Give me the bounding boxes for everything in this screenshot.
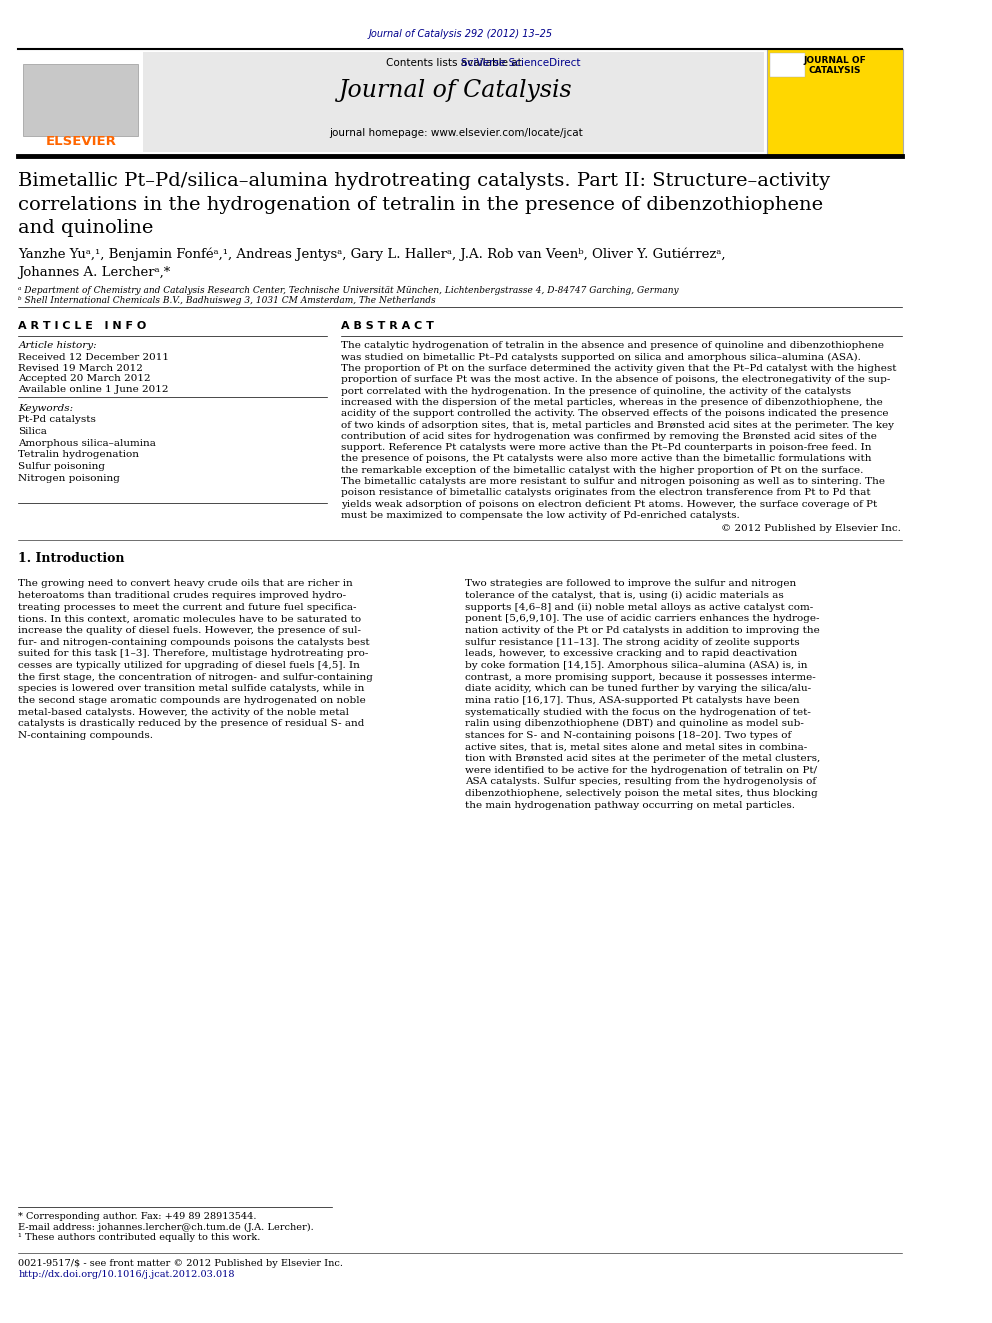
Text: proportion of surface Pt was the most active. In the absence of poisons, the ele: proportion of surface Pt was the most ac…: [340, 376, 890, 384]
Text: suited for this task [1–3]. Therefore, multistage hydrotreating pro-: suited for this task [1–3]. Therefore, m…: [19, 650, 369, 659]
Text: nation activity of the Pt or Pd catalysts in addition to improving the: nation activity of the Pt or Pd catalyst…: [465, 626, 819, 635]
Text: mina ratio [16,17]. Thus, ASA-supported Pt catalysts have been: mina ratio [16,17]. Thus, ASA-supported …: [465, 696, 800, 705]
Text: supports [4,6–8] and (ii) noble metal alloys as active catalyst com-: supports [4,6–8] and (ii) noble metal al…: [465, 603, 813, 611]
Text: the remarkable exception of the bimetallic catalyst with the higher proportion o: the remarkable exception of the bimetall…: [340, 466, 863, 475]
Text: diate acidity, which can be tuned further by varying the silica/alu-: diate acidity, which can be tuned furthe…: [465, 684, 811, 693]
Text: The catalytic hydrogenation of tetralin in the absence and presence of quinoline: The catalytic hydrogenation of tetralin …: [340, 341, 884, 351]
Text: ASA catalysts. Sulfur species, resulting from the hydrogenolysis of: ASA catalysts. Sulfur species, resulting…: [465, 778, 816, 786]
Text: must be maximized to compensate the low activity of Pd-enriched catalysts.: must be maximized to compensate the low …: [340, 511, 739, 520]
Text: the main hydrogenation pathway occurring on metal particles.: the main hydrogenation pathway occurring…: [465, 800, 795, 810]
Text: Revised 19 March 2012: Revised 19 March 2012: [19, 364, 143, 373]
Text: * Corresponding author. Fax: +49 89 28913544.: * Corresponding author. Fax: +49 89 2891…: [19, 1212, 257, 1221]
Text: the second stage aromatic compounds are hydrogenated on noble: the second stage aromatic compounds are …: [19, 696, 366, 705]
Text: by coke formation [14,15]. Amorphous silica–alumina (ASA) is, in: by coke formation [14,15]. Amorphous sil…: [465, 662, 807, 669]
Text: were identified to be active for the hydrogenation of tetralin on Pt/: were identified to be active for the hyd…: [465, 766, 817, 775]
Text: Received 12 December 2011: Received 12 December 2011: [19, 353, 170, 363]
Text: acidity of the support controlled the activity. The observed effects of the pois: acidity of the support controlled the ac…: [340, 409, 888, 418]
Text: Accepted 20 March 2012: Accepted 20 March 2012: [19, 374, 151, 384]
Text: tion with Brønsted acid sites at the perimeter of the metal clusters,: tion with Brønsted acid sites at the per…: [465, 754, 820, 763]
Text: The growing need to convert heavy crude oils that are richer in: The growing need to convert heavy crude …: [19, 579, 353, 589]
Text: cesses are typically utilized for upgrading of diesel fuels [4,5]. In: cesses are typically utilized for upgrad…: [19, 662, 360, 669]
Text: Nitrogen poisoning: Nitrogen poisoning: [19, 474, 120, 483]
Text: increase the quality of diesel fuels. However, the presence of sul-: increase the quality of diesel fuels. Ho…: [19, 626, 361, 635]
Text: Bimetallic Pt–Pd/silica–alumina hydrotreating catalysts. Part II: Structure–acti: Bimetallic Pt–Pd/silica–alumina hydrotre…: [19, 172, 830, 237]
Text: Silica: Silica: [19, 427, 48, 437]
Text: Two strategies are followed to improve the sulfur and nitrogen: Two strategies are followed to improve t…: [465, 579, 797, 589]
Text: journal homepage: www.elsevier.com/locate/jcat: journal homepage: www.elsevier.com/locat…: [329, 128, 582, 139]
Text: http://dx.doi.org/10.1016/j.jcat.2012.03.018: http://dx.doi.org/10.1016/j.jcat.2012.03…: [19, 1270, 235, 1279]
Text: Available online 1 June 2012: Available online 1 June 2012: [19, 385, 169, 394]
Text: leads, however, to excessive cracking and to rapid deactivation: leads, however, to excessive cracking an…: [465, 650, 798, 659]
Text: support. Reference Pt catalysts were more active than the Pt–Pd counterparts in : support. Reference Pt catalysts were mor…: [340, 443, 871, 452]
Text: tions. In this context, aromatic molecules have to be saturated to: tions. In this context, aromatic molecul…: [19, 614, 361, 623]
Text: sulfur resistance [11–13]. The strong acidity of zeolite supports: sulfur resistance [11–13]. The strong ac…: [465, 638, 800, 647]
Text: port correlated with the hydrogenation. In the presence of quinoline, the activi: port correlated with the hydrogenation. …: [340, 386, 851, 396]
Text: stances for S- and N-containing poisons [18–20]. Two types of: stances for S- and N-containing poisons …: [465, 730, 792, 740]
Text: Journal of Catalysis: Journal of Catalysis: [339, 79, 572, 102]
Text: The proportion of Pt on the surface determined the activity given that the Pt–Pd: The proportion of Pt on the surface dete…: [340, 364, 896, 373]
FancyBboxPatch shape: [143, 52, 764, 152]
Text: Keywords:: Keywords:: [19, 404, 73, 413]
Text: E-mail address: johannes.lercher@ch.tum.de (J.A. Lercher).: E-mail address: johannes.lercher@ch.tum.…: [19, 1222, 314, 1232]
FancyBboxPatch shape: [23, 64, 138, 136]
Text: treating processes to meet the current and future fuel specifica-: treating processes to meet the current a…: [19, 603, 357, 611]
Text: Yanzhe Yuᵃ,¹, Benjamin Fonféᵃ,¹, Andreas Jentysᵃ, Gary L. Hallerᵃ, J.A. Rob van : Yanzhe Yuᵃ,¹, Benjamin Fonféᵃ,¹, Andreas…: [19, 247, 726, 261]
Text: Tetralin hydrogenation: Tetralin hydrogenation: [19, 450, 140, 459]
Text: contrast, a more promising support, because it possesses interme-: contrast, a more promising support, beca…: [465, 672, 815, 681]
Text: the presence of poisons, the Pt catalysts were also more active than the bimetal: the presence of poisons, the Pt catalyst…: [340, 454, 871, 463]
Text: © 2012 Published by Elsevier Inc.: © 2012 Published by Elsevier Inc.: [721, 524, 901, 533]
Text: ELSEVIER: ELSEVIER: [46, 135, 116, 148]
Text: poison resistance of bimetallic catalysts originates from the electron transfere: poison resistance of bimetallic catalyst…: [340, 488, 870, 497]
Text: 0021-9517/$ - see front matter © 2012 Published by Elsevier Inc.: 0021-9517/$ - see front matter © 2012 Pu…: [19, 1259, 343, 1269]
Text: Sulfur poisoning: Sulfur poisoning: [19, 462, 105, 471]
Text: Article history:: Article history:: [19, 341, 97, 351]
Text: Contents lists available at: Contents lists available at: [386, 58, 526, 69]
Text: was studied on bimetallic Pt–Pd catalysts supported on silica and amorphous sili: was studied on bimetallic Pt–Pd catalyst…: [340, 353, 861, 361]
Text: dibenzothiophene, selectively poison the metal sites, thus blocking: dibenzothiophene, selectively poison the…: [465, 789, 817, 798]
Text: ¹ These authors contributed equally to this work.: ¹ These authors contributed equally to t…: [19, 1233, 261, 1242]
Text: Amorphous silica–alumina: Amorphous silica–alumina: [19, 439, 157, 447]
Text: increased with the dispersion of the metal particles, whereas in the presence of: increased with the dispersion of the met…: [340, 398, 883, 407]
Text: N-containing compounds.: N-containing compounds.: [19, 730, 154, 740]
Text: Pt-Pd catalysts: Pt-Pd catalysts: [19, 415, 96, 425]
Text: Journal of Catalysis 292 (2012) 13–25: Journal of Catalysis 292 (2012) 13–25: [368, 29, 553, 40]
Text: 1. Introduction: 1. Introduction: [19, 552, 125, 565]
Text: active sites, that is, metal sites alone and metal sites in combina-: active sites, that is, metal sites alone…: [465, 742, 807, 751]
Text: the first stage, the concentration of nitrogen- and sulfur-containing: the first stage, the concentration of ni…: [19, 672, 373, 681]
Text: of two kinds of adsorption sites, that is, metal particles and Brønsted acid sit: of two kinds of adsorption sites, that i…: [340, 421, 894, 430]
FancyBboxPatch shape: [19, 52, 143, 152]
Text: SciVerse ScienceDirect: SciVerse ScienceDirect: [331, 58, 580, 69]
FancyBboxPatch shape: [770, 53, 805, 77]
Text: A B S T R A C T: A B S T R A C T: [340, 321, 434, 332]
Text: species is lowered over transition metal sulfide catalysts, while in: species is lowered over transition metal…: [19, 684, 365, 693]
Text: fur- and nitrogen-containing compounds poisons the catalysts best: fur- and nitrogen-containing compounds p…: [19, 638, 370, 647]
Text: Johannes A. Lercherᵃ,*: Johannes A. Lercherᵃ,*: [19, 266, 171, 279]
Text: ᵇ Shell International Chemicals B.V., Badhuisweg 3, 1031 CM Amsterdam, The Nethe: ᵇ Shell International Chemicals B.V., Ba…: [19, 296, 436, 306]
Text: yields weak adsorption of poisons on electron deficient Pt atoms. However, the s: yields weak adsorption of poisons on ele…: [340, 500, 877, 509]
Text: catalysts is drastically reduced by the presence of residual S- and: catalysts is drastically reduced by the …: [19, 720, 365, 728]
FancyBboxPatch shape: [767, 49, 904, 155]
Text: systematically studied with the focus on the hydrogenation of tet-: systematically studied with the focus on…: [465, 708, 810, 717]
Text: heteroatoms than traditional crudes requires improved hydro-: heteroatoms than traditional crudes requ…: [19, 591, 346, 601]
Text: ponent [5,6,9,10]. The use of acidic carriers enhances the hydroge-: ponent [5,6,9,10]. The use of acidic car…: [465, 614, 819, 623]
Text: ralin using dibenzothiophene (DBT) and quinoline as model sub-: ralin using dibenzothiophene (DBT) and q…: [465, 720, 804, 728]
Text: tolerance of the catalyst, that is, using (i) acidic materials as: tolerance of the catalyst, that is, usin…: [465, 591, 784, 601]
Text: JOURNAL OF
CATALYSIS: JOURNAL OF CATALYSIS: [804, 56, 867, 75]
Text: contribution of acid sites for hydrogenation was confirmed by removing the Brøns: contribution of acid sites for hydrogena…: [340, 431, 877, 441]
Text: ᵃ Department of Chemistry and Catalysis Research Center, Technische Universität : ᵃ Department of Chemistry and Catalysis …: [19, 286, 680, 295]
Text: A R T I C L E   I N F O: A R T I C L E I N F O: [19, 321, 147, 332]
Text: The bimetallic catalysts are more resistant to sulfur and nitrogen poisoning as : The bimetallic catalysts are more resist…: [340, 478, 885, 486]
Text: metal-based catalysts. However, the activity of the noble metal: metal-based catalysts. However, the acti…: [19, 708, 349, 717]
